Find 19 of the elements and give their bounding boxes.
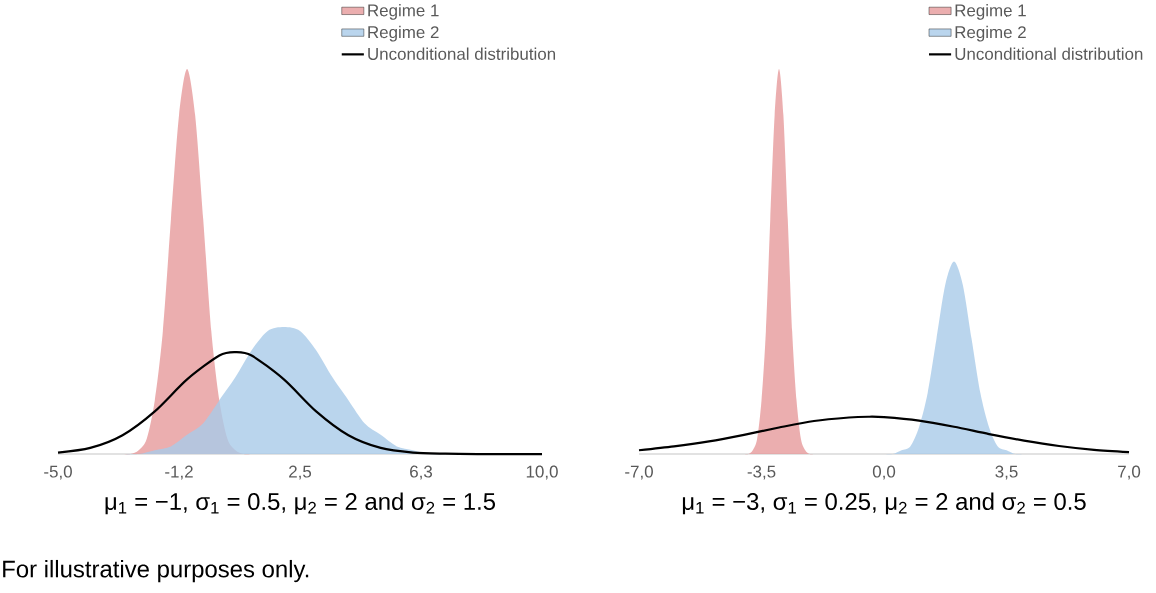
x-tick-label: 6,3 bbox=[410, 465, 433, 480]
x-tick-label: 0,0 bbox=[872, 465, 896, 480]
legend-label: Unconditional distribution bbox=[368, 47, 556, 60]
legend-label: Unconditional distribution bbox=[955, 47, 1143, 60]
x-tick-label: -7,0 bbox=[625, 465, 653, 480]
x-tick-label: -1,2 bbox=[165, 465, 193, 480]
text: For illustrative purposes only. bbox=[3, 559, 309, 583]
legend-label: Regime 1 bbox=[368, 3, 439, 20]
x-tick-label: -3,5 bbox=[747, 465, 776, 480]
text: μ$_{1}$ = −1, σ$_{1}$ = 0.5, μ$_{2}$ = 2 and σ$_{2}$ = 1.5 bbox=[105, 492, 496, 515]
legend-label: Regime 1 bbox=[955, 3, 1026, 20]
x-tick-label: 10,0 bbox=[526, 465, 558, 480]
x-tick-label: 7,0 bbox=[1118, 465, 1141, 480]
legend-label: Regime 2 bbox=[955, 25, 1026, 42]
x-tick-label: -5,0 bbox=[44, 465, 72, 480]
x-tick-label: 2,5 bbox=[289, 465, 312, 480]
text: μ$_{1}$ = −3, σ$_{1}$ = 0.25, μ$_{2}$ = 2 and σ$_{2}$ = 0.5 bbox=[682, 492, 1086, 515]
legend-label: Regime 2 bbox=[368, 25, 439, 42]
x-tick-label: 3,5 bbox=[995, 465, 1018, 480]
